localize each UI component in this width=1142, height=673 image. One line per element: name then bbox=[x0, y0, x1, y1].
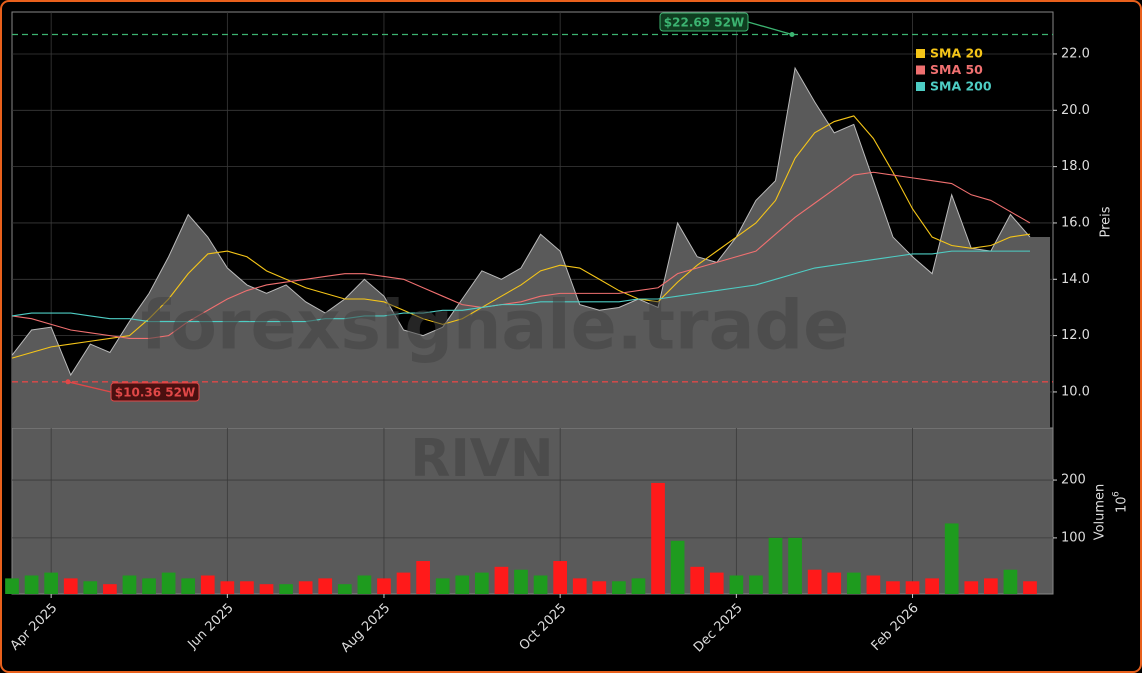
volume-bar bbox=[983, 578, 998, 594]
volume-bar bbox=[572, 578, 587, 594]
high-arrow bbox=[747, 21, 793, 36]
legend-label: SMA 20 bbox=[930, 46, 983, 61]
price-line bbox=[11, 66, 1031, 377]
high-arrow-head bbox=[789, 32, 795, 38]
y-tick-label: 200 bbox=[1061, 473, 1086, 488]
volume-bar bbox=[103, 584, 117, 594]
y-axis-label: Preis bbox=[1099, 206, 1114, 237]
volume-bar bbox=[944, 523, 959, 594]
legend-swatch bbox=[916, 65, 925, 75]
volume-bar bbox=[768, 537, 783, 594]
volume-bar bbox=[357, 575, 372, 594]
volume-unit-base: 10 bbox=[1115, 496, 1130, 513]
sma-line bbox=[11, 115, 1031, 359]
volume-bar bbox=[612, 581, 626, 594]
volume-bar bbox=[1023, 581, 1037, 594]
volume-bar bbox=[709, 572, 724, 594]
price-area bbox=[12, 68, 1050, 429]
volume-bar bbox=[240, 581, 254, 594]
legend-label: SMA 50 bbox=[930, 62, 983, 77]
volume-bar bbox=[83, 581, 98, 594]
low-label: $10.36 52W bbox=[115, 386, 195, 400]
volume-bar bbox=[279, 584, 293, 594]
legend-swatch bbox=[916, 49, 925, 58]
volume-bar bbox=[749, 575, 763, 594]
volume-bar bbox=[5, 578, 19, 594]
volume-bar bbox=[964, 581, 979, 594]
volume-bar bbox=[846, 572, 861, 594]
y-tick-label: 18.0 bbox=[1061, 159, 1090, 174]
volume-unit: 10 6 bbox=[1112, 491, 1130, 513]
volume-bar bbox=[24, 575, 39, 594]
volume-bar bbox=[318, 578, 333, 594]
y-tick-label: 22.0 bbox=[1061, 46, 1090, 61]
y-tick-label: 20.0 bbox=[1061, 103, 1090, 118]
volume-bar bbox=[161, 572, 176, 594]
volume-bar bbox=[435, 578, 450, 594]
volume-unit-exp: 6 bbox=[1112, 491, 1122, 497]
volume-bar bbox=[670, 540, 685, 594]
volume-bar bbox=[631, 578, 646, 594]
volume-bar bbox=[377, 578, 391, 594]
volume-bar bbox=[298, 581, 313, 594]
legend-swatch bbox=[916, 82, 925, 91]
volume-bar bbox=[807, 569, 822, 594]
ticker-watermark: RIVN bbox=[410, 429, 553, 489]
volume-bar bbox=[181, 578, 196, 594]
high-label: $22.69 52W bbox=[664, 16, 744, 30]
volume-bar bbox=[553, 561, 568, 594]
volume-bar bbox=[455, 575, 470, 594]
sma-line bbox=[11, 250, 1030, 323]
volume-bar bbox=[474, 572, 489, 594]
volume-bar bbox=[651, 482, 665, 594]
volume-bar bbox=[396, 572, 411, 594]
volume-bar bbox=[44, 572, 59, 594]
volume-bar bbox=[63, 578, 78, 594]
volume-bar bbox=[866, 575, 881, 594]
legend-label: SMA 200 bbox=[930, 79, 992, 94]
y-tick-label: 16.0 bbox=[1061, 215, 1090, 230]
low-arrow bbox=[67, 381, 112, 393]
volume-bar bbox=[788, 537, 802, 594]
volume-bar bbox=[690, 566, 705, 594]
volume-bar bbox=[416, 561, 430, 594]
volume-bar bbox=[1003, 569, 1018, 594]
watermark: forexsignale.trade bbox=[141, 287, 850, 366]
volume-bar bbox=[905, 581, 920, 594]
high-label-box bbox=[659, 12, 749, 32]
volume-bar bbox=[827, 572, 842, 594]
sma-line bbox=[11, 171, 1031, 339]
low-label-box bbox=[110, 382, 200, 402]
low-arrow-head bbox=[65, 379, 71, 385]
volume-bar bbox=[142, 578, 156, 594]
y-tick-label: 12.0 bbox=[1061, 328, 1090, 343]
volume-bar bbox=[259, 584, 274, 594]
volume-bar bbox=[337, 584, 352, 594]
volume-bar bbox=[220, 581, 235, 594]
volume-bar bbox=[122, 575, 137, 594]
y-tick-label: 14.0 bbox=[1061, 272, 1090, 287]
volume-bar bbox=[886, 581, 900, 594]
y-tick-label: 10.0 bbox=[1061, 384, 1090, 399]
volume-bar bbox=[592, 581, 607, 594]
y-tick-label: 100 bbox=[1061, 530, 1086, 545]
volume-bar bbox=[494, 566, 509, 594]
volume-bar bbox=[729, 575, 744, 594]
volume-bar bbox=[925, 578, 939, 594]
volume-bar bbox=[200, 575, 215, 594]
volume-bar bbox=[533, 575, 548, 594]
volume-bar bbox=[514, 569, 528, 594]
volume-axis-label: Volumen bbox=[1093, 484, 1108, 541]
